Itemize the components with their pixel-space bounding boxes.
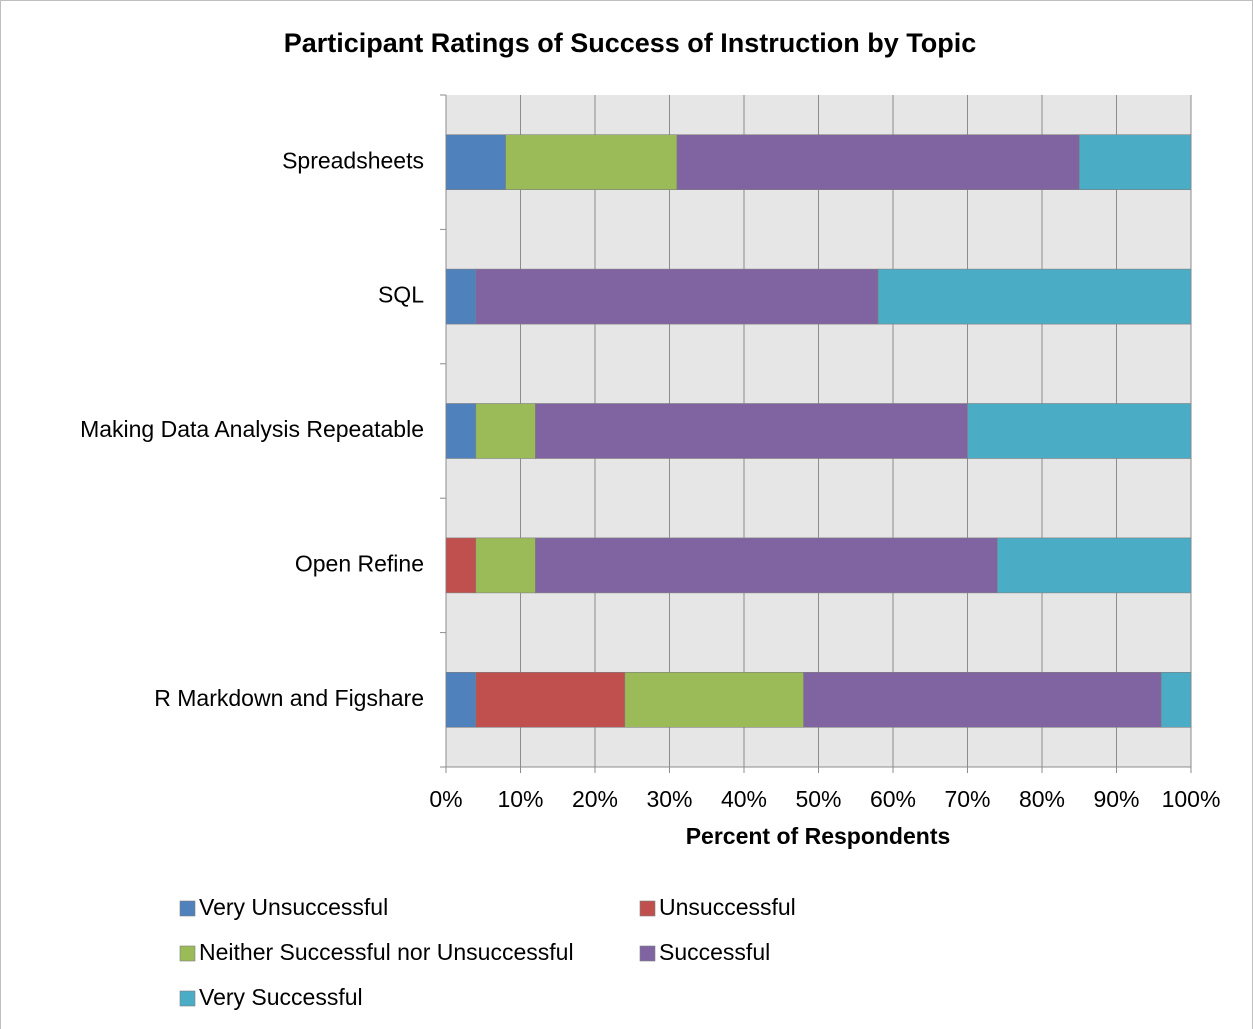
bar-segment: [676, 134, 1080, 190]
legend-label: Unsuccessful: [659, 894, 796, 920]
bar-segment: [624, 671, 804, 728]
bar-segment: [475, 537, 536, 594]
bar-segment: [535, 403, 968, 459]
x-tick-label: 20%: [572, 786, 618, 812]
legend-label: Neither Successful nor Unsuccessful: [199, 939, 574, 965]
legend-label: Very Unsuccessful: [199, 894, 388, 920]
bar-segment: [475, 671, 626, 728]
bar-segment: [445, 268, 477, 325]
x-tick-label: 40%: [721, 786, 767, 812]
legend-label: Very Successful: [199, 984, 363, 1010]
bar-segment: [445, 537, 477, 594]
bar-segment: [475, 268, 879, 325]
bar-segment: [505, 134, 678, 190]
y-tick-label: Spreadsheets: [282, 147, 424, 173]
chart-title: Participant Ratings of Success of Instru…: [284, 28, 977, 58]
x-tick-label: 90%: [1093, 786, 1139, 812]
bar-segment: [967, 403, 1192, 459]
bar-segment: [445, 671, 477, 728]
y-tick-label: Open Refine: [295, 550, 424, 576]
bar-segment: [445, 403, 477, 459]
legend-swatch: [179, 945, 196, 962]
bar-segment: [1078, 134, 1192, 190]
legend-swatch: [639, 900, 656, 917]
x-tick-label: 30%: [646, 786, 692, 812]
y-tick-label: R Markdown and Figshare: [154, 685, 424, 711]
bar-segment: [803, 671, 1162, 728]
bar-segment: [535, 537, 998, 594]
x-tick-label: 100%: [1162, 786, 1221, 812]
x-tick-label: 10%: [497, 786, 543, 812]
bar-segment: [877, 268, 1192, 325]
x-tick-label: 80%: [1019, 786, 1065, 812]
x-tick-label: 60%: [870, 786, 916, 812]
bar-segment: [1160, 671, 1192, 728]
y-tick-label: SQL: [378, 282, 424, 308]
x-axis-label: Percent of Respondents: [686, 823, 951, 849]
bar-segment: [445, 134, 506, 190]
legend-swatch: [639, 945, 656, 962]
bar-segment: [475, 403, 536, 459]
bar-segment: [996, 537, 1192, 594]
x-tick-label: 50%: [795, 786, 841, 812]
y-tick-label: Making Data Analysis Repeatable: [80, 416, 424, 442]
x-tick-label: 70%: [944, 786, 990, 812]
x-tick-label: 0%: [429, 786, 462, 812]
legend-swatch: [179, 990, 196, 1007]
legend-label: Successful: [659, 939, 770, 965]
legend-swatch: [179, 900, 196, 917]
